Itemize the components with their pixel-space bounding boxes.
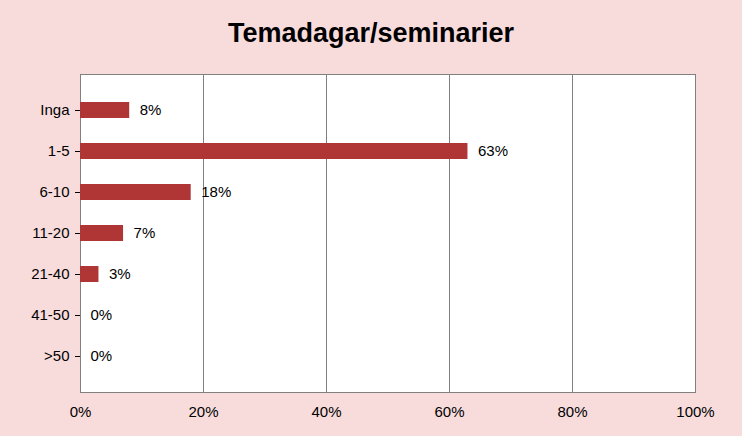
svg-text:0%: 0% [91, 347, 113, 364]
svg-text:1-5: 1-5 [48, 142, 70, 159]
svg-text:6-10: 6-10 [39, 183, 69, 200]
svg-text:100%: 100% [676, 403, 714, 420]
svg-text:40%: 40% [311, 403, 341, 420]
svg-text:21-40: 21-40 [31, 265, 69, 282]
svg-text:41-50: 41-50 [31, 306, 69, 323]
svg-text:11-20: 11-20 [32, 224, 69, 241]
svg-text:3%: 3% [109, 265, 131, 282]
svg-text:60%: 60% [434, 403, 464, 420]
svg-text:0%: 0% [91, 306, 113, 323]
svg-text:8%: 8% [140, 101, 162, 118]
svg-text:0%: 0% [70, 403, 92, 420]
svg-text:Inga: Inga [40, 101, 70, 118]
svg-text:18%: 18% [201, 183, 231, 200]
svg-text:63%: 63% [478, 142, 508, 159]
html-text:Temadagar/seminarier: Temadagar/seminarier [227, 18, 515, 48]
svg-text:>50: >50 [44, 347, 69, 364]
svg-text:80%: 80% [557, 403, 587, 420]
svg-text:7%: 7% [134, 224, 156, 241]
svg-text:20%: 20% [188, 403, 218, 420]
